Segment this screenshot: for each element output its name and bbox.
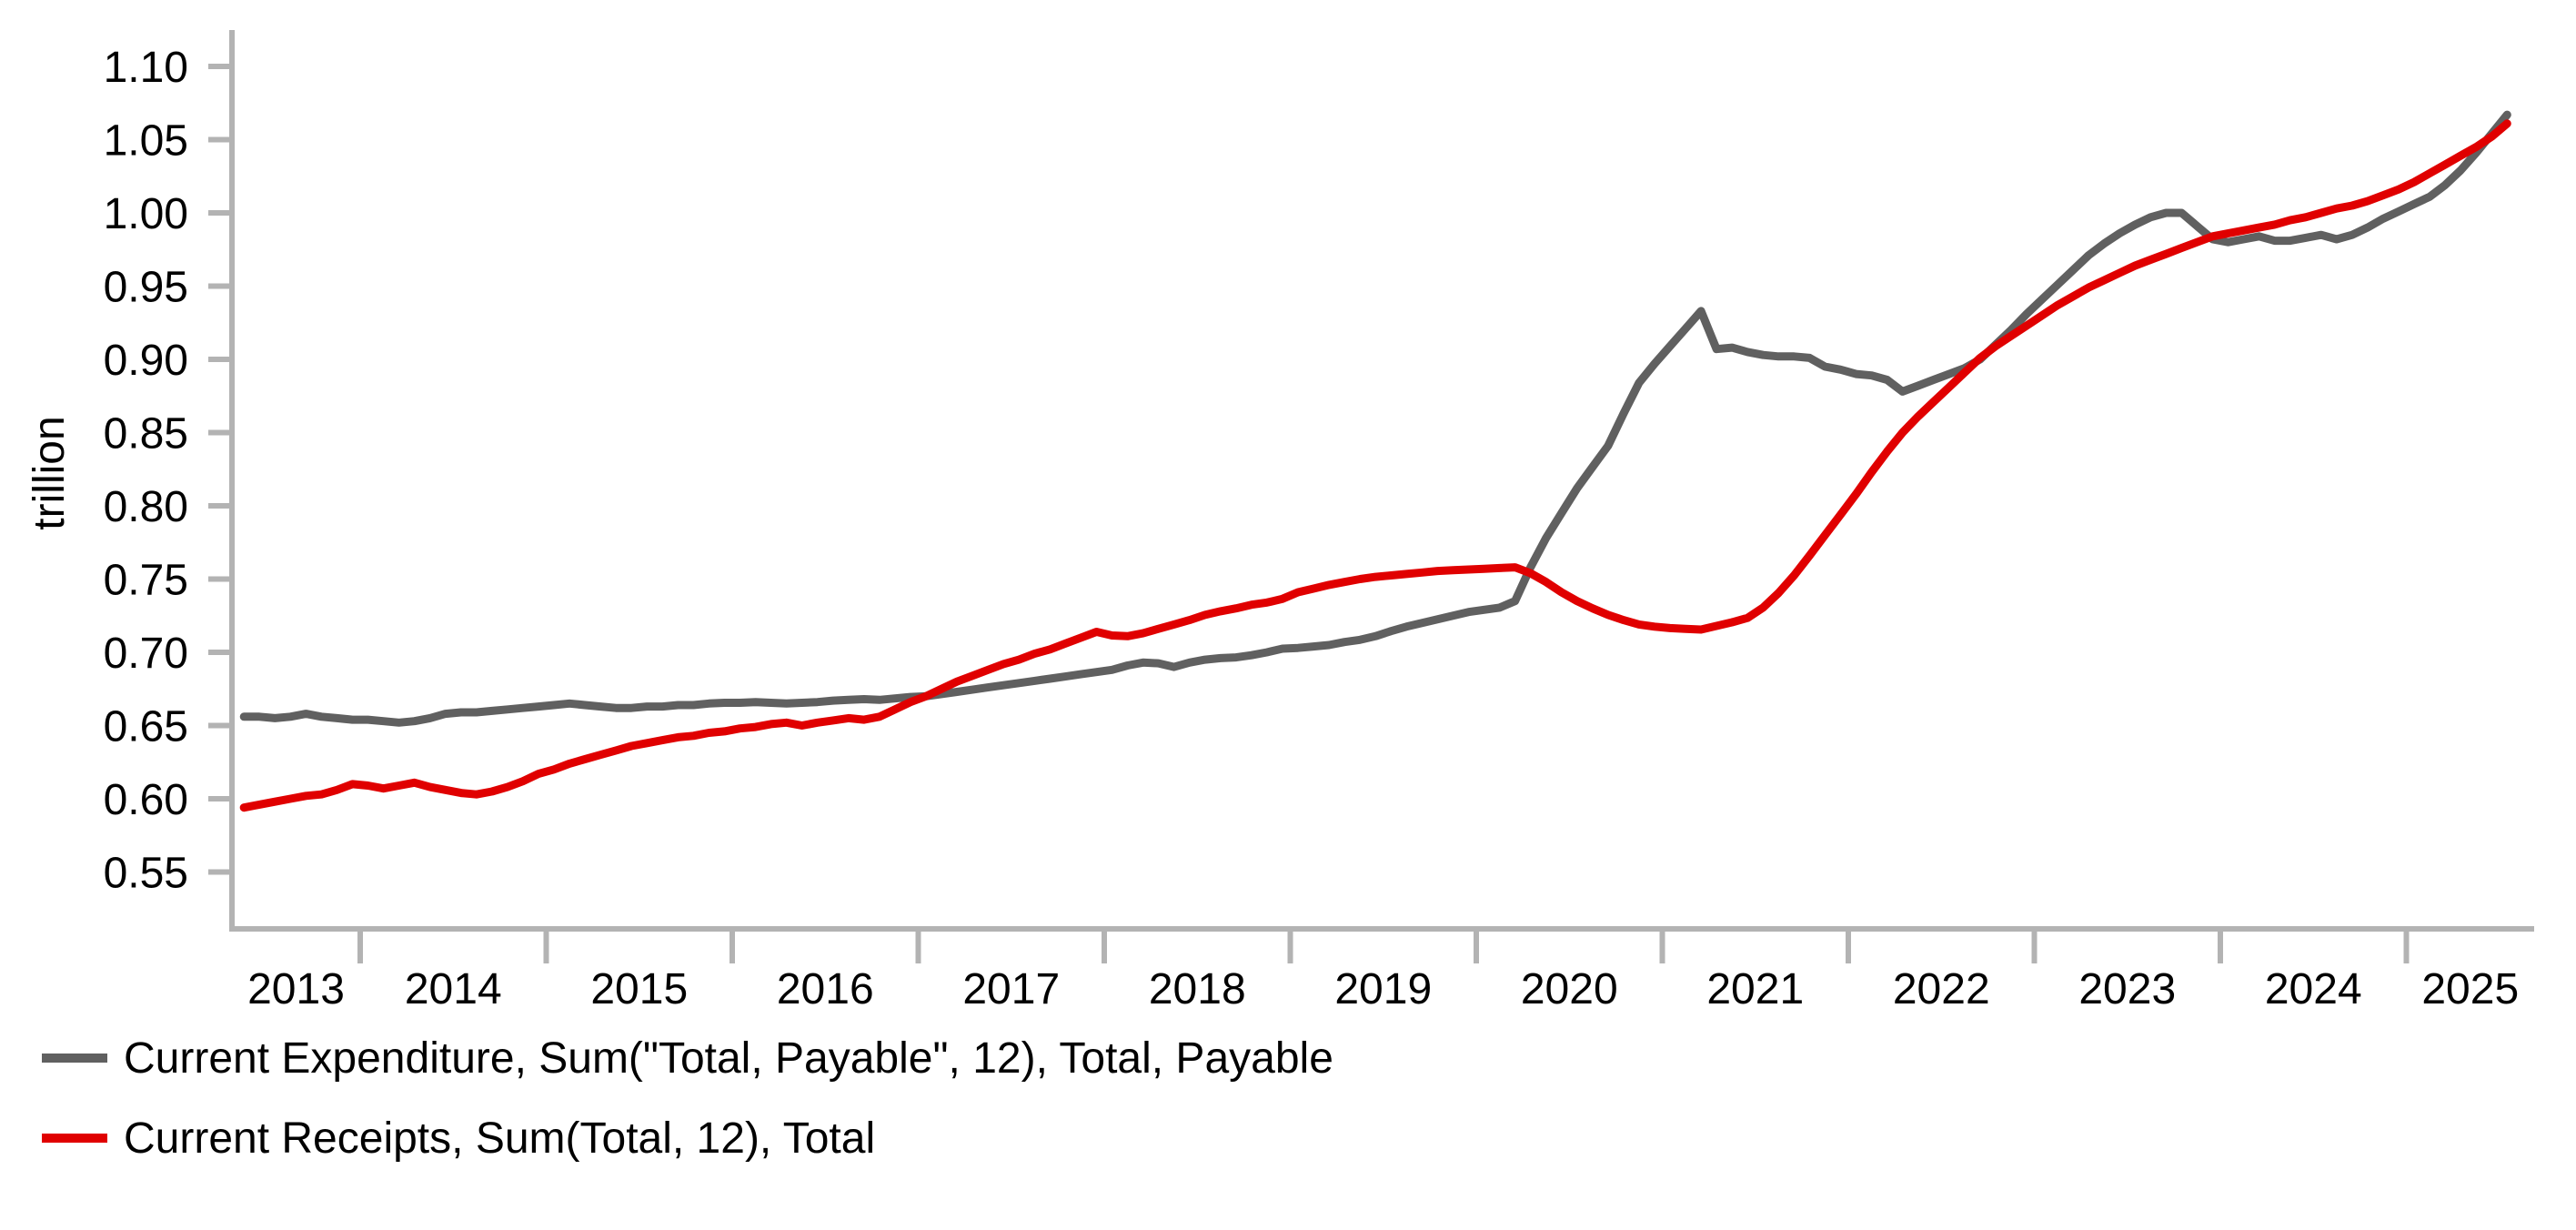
x-tick-label: 2021 bbox=[1706, 965, 1804, 1013]
y-tick-label: 0.80 bbox=[104, 483, 188, 531]
expenditure-line-swatch bbox=[42, 1054, 107, 1063]
receipts-line-swatch bbox=[42, 1134, 107, 1143]
series-line-0 bbox=[239, 110, 2511, 727]
y-axis-title: trillion bbox=[25, 416, 74, 529]
series-line-1 bbox=[239, 119, 2511, 812]
x-tick-label: 2017 bbox=[962, 965, 1060, 1013]
y-tick-label: 0.95 bbox=[104, 264, 188, 312]
y-tick-label: 1.05 bbox=[104, 117, 188, 166]
y-tick-label: 0.55 bbox=[104, 850, 188, 898]
x-tick-label: 2023 bbox=[2078, 965, 2176, 1013]
y-tick-label: 0.75 bbox=[104, 557, 188, 605]
y-tick-label: 0.85 bbox=[104, 410, 188, 459]
x-tick-label: 2025 bbox=[2421, 965, 2519, 1013]
x-tick-label: 2024 bbox=[2265, 965, 2362, 1013]
y-tick-label: 0.90 bbox=[104, 337, 188, 385]
x-tick-label: 2018 bbox=[1149, 965, 1246, 1013]
y-tick-label: 0.70 bbox=[104, 630, 188, 678]
axis-labels: 0.55 0.60 0.65 0.70 0.75 0.80 0.85 0.90 0.95 1.00… bbox=[104, 44, 2520, 1013]
x-tick-label: 2015 bbox=[590, 965, 688, 1013]
x-tick-label: 2022 bbox=[1893, 965, 1990, 1013]
x-tick-label: 2014 bbox=[405, 965, 502, 1013]
y-tick-label: 0.60 bbox=[104, 776, 188, 824]
y-tick-label: 1.10 bbox=[104, 44, 188, 92]
legend: Current Expenditure, Sum("Total, Payable… bbox=[42, 1030, 1333, 1166]
axes bbox=[208, 30, 2534, 963]
legend-item-expenditure: Current Expenditure, Sum("Total, Payable… bbox=[42, 1030, 1333, 1086]
series-lines bbox=[239, 110, 2511, 812]
legend-label-receipts: Current Receipts, Sum(Total, 12), Total bbox=[124, 1114, 876, 1163]
legend-label-expenditure: Current Expenditure, Sum("Total, Payable… bbox=[124, 1033, 1333, 1083]
x-tick-label: 2013 bbox=[247, 965, 345, 1013]
x-tick-label: 2019 bbox=[1334, 965, 1432, 1013]
x-tick-label: 2016 bbox=[777, 965, 874, 1013]
y-tick-label: 1.00 bbox=[104, 190, 188, 238]
legend-item-receipts: Current Receipts, Sum(Total, 12), Total bbox=[42, 1110, 1333, 1166]
y-tick-label: 0.65 bbox=[104, 703, 188, 751]
x-tick-label: 2020 bbox=[1521, 965, 1618, 1013]
